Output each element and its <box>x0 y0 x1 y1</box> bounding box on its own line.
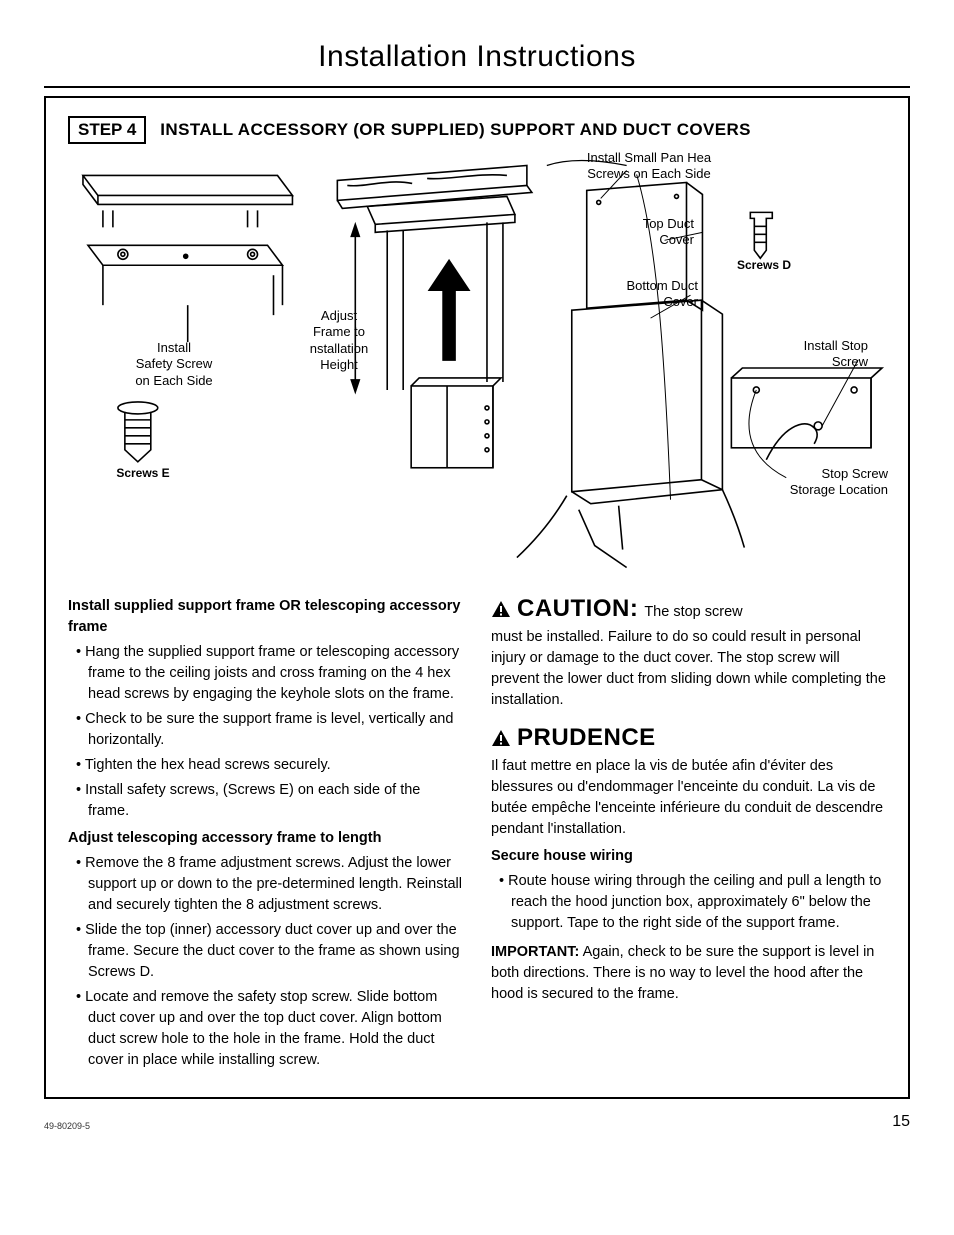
caution-label: CAUTION: <box>517 592 638 627</box>
label-adjust-frame: AdjustFrame tonstallationHeight <box>300 308 378 373</box>
label-install-stop: Install StopScrew <box>778 338 868 371</box>
label-stop-storage: Stop ScrewStorage Location <box>758 466 888 499</box>
warning-icon <box>491 600 511 618</box>
prudence-body: Il faut mettre en place la vis de butée … <box>491 756 886 840</box>
label-bottom-duct: Bottom DuctCover <box>608 278 698 311</box>
list-item: Hang the supplied support frame or teles… <box>76 642 463 705</box>
page-number: 15 <box>892 1113 910 1131</box>
caution-lead: The stop screw <box>644 602 742 623</box>
list-item: Check to be sure the support frame is le… <box>76 709 463 751</box>
list-item: Install safety screws, (Screws E) on eac… <box>76 780 463 822</box>
secure-list: Route house wiring through the ceiling a… <box>491 871 886 934</box>
step-header: STEP 4 INSTALL ACCESSORY (OR SUPPLIED) S… <box>68 116 886 144</box>
caution-body: must be installed. Failure to do so coul… <box>491 627 886 711</box>
warning-icon <box>491 729 511 747</box>
title-rule <box>44 86 910 88</box>
left-h1: Install supplied support frame OR telesc… <box>68 596 463 638</box>
prudence-label: PRUDENCE <box>517 721 656 756</box>
prudence-heading: PRUDENCE <box>491 721 886 756</box>
list-item: Slide the top (inner) accessory duct cov… <box>76 920 463 983</box>
label-small-pan: Install Small Pan HeaScrews on Each Side <box>564 150 734 183</box>
label-top-duct: Top DuctCover <box>624 216 694 249</box>
left-h2: Adjust telescoping accessory frame to le… <box>68 828 463 849</box>
text-columns: Install supplied support frame OR telesc… <box>68 590 886 1075</box>
secure-head: Secure house wiring <box>491 846 886 867</box>
figure-stop-screw <box>731 360 882 478</box>
screw-d-icon <box>750 212 772 258</box>
page-title: Installation Instructions <box>44 40 910 74</box>
caution-heading: CAUTION: The stop screw <box>491 592 886 627</box>
left-column: Install supplied support frame OR telesc… <box>68 590 463 1075</box>
list-item: Tighten the hex head screws securely. <box>76 755 463 776</box>
label-screws-d: Screws D <box>724 258 804 273</box>
diagram-area: InstallSafety Screwon Each Side Screws E… <box>68 150 886 590</box>
step-badge: STEP 4 <box>68 116 146 144</box>
list-item: Remove the 8 frame adjustment screws. Ad… <box>76 853 463 916</box>
footer-code: 49-80209-5 <box>44 1121 90 1131</box>
label-screws-e: Screws E <box>108 466 178 481</box>
important-paragraph: IMPORTANT: Again, check to be sure the s… <box>491 942 886 1005</box>
screw-e-icon <box>118 402 158 462</box>
left-list-1: Hang the supplied support frame or teles… <box>68 642 463 822</box>
footer: 49-80209-5 15 <box>44 1113 910 1131</box>
left-list-2: Remove the 8 frame adjustment screws. Ad… <box>68 853 463 1071</box>
label-safety-screw: InstallSafety Screwon Each Side <box>114 340 234 389</box>
step-title: INSTALL ACCESSORY (OR SUPPLIED) SUPPORT … <box>160 120 751 140</box>
list-item: Locate and remove the safety stop screw.… <box>76 987 463 1071</box>
important-label: IMPORTANT: <box>491 944 579 960</box>
right-column: CAUTION: The stop screw must be installe… <box>491 590 886 1075</box>
list-item: Route house wiring through the ceiling a… <box>499 871 886 934</box>
figure-ceiling-plate <box>83 175 292 342</box>
content-box: STEP 4 INSTALL ACCESSORY (OR SUPPLIED) S… <box>44 96 910 1099</box>
